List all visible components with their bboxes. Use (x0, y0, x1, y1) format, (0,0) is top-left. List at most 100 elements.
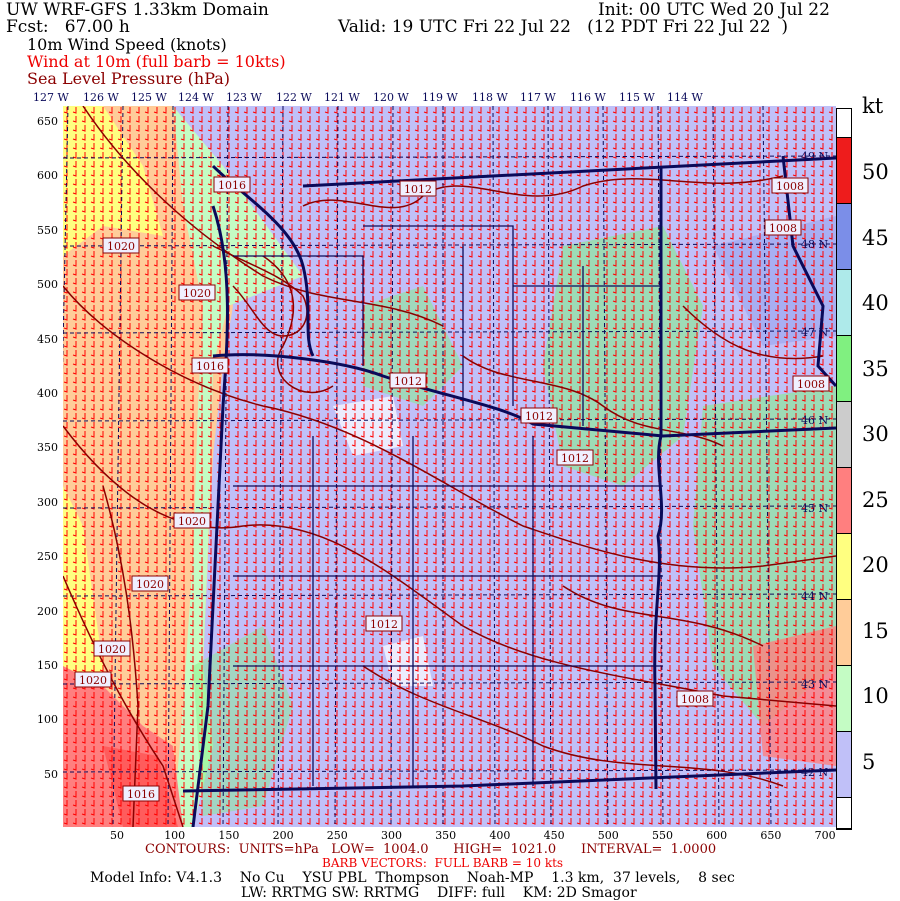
longitude-label: 114 W (667, 91, 703, 104)
contour-label: 1008 (776, 180, 804, 193)
contour-label: 1020 (107, 240, 135, 253)
contour-label: 1012 (561, 452, 589, 465)
colorbar-label: 35 (862, 356, 889, 381)
longitude-label: 122 W (276, 91, 312, 104)
x-tick-label: 50 (110, 829, 124, 842)
colorbar-swatch (837, 402, 851, 468)
latitude-label: 42 N (801, 766, 829, 779)
longitude-label: 117 W (520, 91, 556, 104)
colorbar-label: 25 (862, 487, 889, 512)
colorbar-swatch (837, 732, 851, 798)
x-tick-label: 600 (706, 829, 728, 842)
x-tick-label: 200 (272, 829, 294, 842)
contour-label: 1016 (196, 360, 224, 373)
colorbar-swatch (837, 534, 851, 600)
canada-border (302, 156, 836, 188)
id-west-border (653, 166, 664, 790)
state-borders (182, 155, 836, 827)
field-wind-speed: 10m Wind Speed (knots) (27, 35, 227, 54)
x-tick-label: 700 (814, 829, 836, 842)
colorbar-label: 45 (862, 225, 889, 250)
x-tick-label: 500 (597, 829, 619, 842)
longitude-label: 116 W (570, 91, 606, 104)
valid-time: Valid: 19 UTC Fri 22 Jul 22 (12 PDT Fri … (338, 17, 789, 37)
contour-label: 1012 (525, 410, 553, 423)
x-tick-label: 300 (381, 829, 402, 842)
longitude-label: 118 W (472, 91, 508, 104)
contour-info: CONTOURS: UNITS=hPa LOW= 1004.0 HIGH= 10… (145, 842, 717, 857)
colorbar-swatch (837, 138, 851, 204)
latitude-label: 47 N (801, 326, 829, 339)
y-tick-label: 50 (44, 767, 58, 781)
contour-label-box (389, 372, 427, 389)
y-tick-label: 150 (37, 659, 58, 672)
contour-label-box (792, 375, 830, 392)
latitude-label: 45 N (801, 502, 829, 515)
longitude-label: 124 W (178, 91, 214, 104)
id-mt-border (781, 155, 836, 388)
colorbar-label: 50 (862, 160, 889, 184)
y-tick-label: 200 (37, 604, 58, 618)
contour-label-box (365, 615, 403, 632)
contour-label-box (771, 177, 809, 194)
latitude-label: 49 N (801, 150, 829, 163)
contour-label: 1008 (681, 693, 709, 706)
x-tick-label: 250 (326, 829, 348, 842)
barb-info: BARB VECTORS: FULL BARB = 10 kts (322, 856, 564, 870)
longitude-label: 126 W (83, 91, 119, 104)
contour-label: 1016 (127, 788, 155, 801)
y-tick-label: 300 (37, 495, 58, 509)
contour-label: 1008 (769, 222, 797, 235)
longitude-label: 125 W (131, 91, 167, 104)
longitude-label: 127 W (33, 91, 69, 104)
y-tick-label: 350 (37, 441, 58, 455)
contour-label: 1020 (178, 515, 206, 528)
longitude-label: 119 W (422, 91, 458, 104)
contour-label-box (520, 407, 558, 424)
x-tick-label: 550 (652, 829, 673, 842)
x-tick-label: 350 (435, 829, 457, 842)
contour-label-box (74, 671, 112, 688)
physics-info: LW: RRTMG SW: RRTMG DIFF: full KM: 2D Sm… (241, 885, 637, 901)
model-info: Model Info: V4.1.3 No Cu YSU PBL Thompso… (90, 870, 735, 886)
contour-label: 1008 (797, 378, 825, 391)
longitude-label: 123 W (226, 91, 262, 104)
contour-label: 1012 (394, 375, 422, 388)
wind-map: 1016 1012 1008 1008 1020 1020 1016 1012 1012 1008… (63, 106, 836, 827)
colorbar-swatch (837, 204, 851, 270)
colorbar-label: 30 (862, 422, 889, 446)
colorbar-label: 5 (862, 749, 876, 774)
contour-label: 1020 (136, 578, 164, 591)
colorbar-label: 15 (862, 618, 889, 643)
contour-label-box (173, 512, 211, 529)
colorbar-swatch (837, 336, 851, 402)
colorbar-swatch (837, 270, 851, 336)
contour-label-box (556, 449, 594, 466)
y-tick-label: 250 (37, 550, 58, 564)
init-time: Init: 00 UTC Wed 20 Jul 22 (598, 0, 830, 20)
field-wind-barbs: Wind at 10m (full barb = 10kts) (27, 52, 286, 71)
contour-label: 1020 (98, 643, 126, 656)
y-tick-label: 400 (37, 387, 58, 400)
contour-label-box (676, 690, 714, 707)
y-tick-label: 550 (37, 223, 58, 237)
latitude-label: 46 N (801, 414, 829, 427)
contour-label-box (178, 284, 216, 301)
colorbar-label: 40 (862, 291, 889, 315)
model-title: UW WRF-GFS 1.33km Domain (6, 0, 269, 20)
contour-label-box (191, 357, 229, 374)
contour-label-box (102, 237, 140, 254)
colorbar-label: 10 (862, 684, 889, 708)
x-tick-label: 400 (489, 829, 511, 842)
y-tick-label: 650 (37, 115, 58, 128)
contour-label-box (764, 219, 802, 236)
wind-speed-colorbar (836, 108, 852, 830)
contour-label: 1012 (370, 618, 398, 631)
longitude-label: 115 W (619, 91, 655, 104)
colorbar-swatch (837, 798, 851, 829)
contour-label: 1020 (183, 287, 211, 300)
x-tick-label: 450 (543, 829, 565, 842)
wa-or-border (212, 353, 836, 438)
x-tick-label: 100 (164, 829, 186, 842)
contour-label-box (131, 575, 169, 592)
